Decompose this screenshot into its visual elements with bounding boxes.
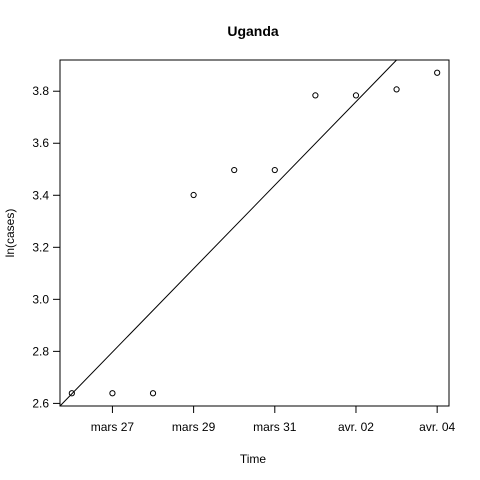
data-point [231,166,238,174]
data-points [68,69,441,397]
x-axis-title: Time [240,452,267,466]
y-axis: 2.6 2.8 3.0 3.2 3.4 3.6 3.8 [32,84,60,410]
data-point [312,92,319,99]
x-axis: mars 27 mars 29 mars 31 avr. 02 avr. 04 [91,406,455,434]
x-tick-label: mars 29 [172,420,216,434]
data-point [352,92,360,99]
x-tick-label: mars 31 [253,420,297,434]
y-tick-label: 3.6 [32,136,49,150]
data-point [109,390,116,397]
x-tick-label: avr. 04 [419,420,455,434]
y-tick-label: 2.8 [32,344,49,358]
chart-title: Uganda [227,23,279,39]
regression-line [59,59,397,407]
data-point [271,166,278,174]
y-tick-label: 3.4 [32,188,49,202]
x-tick-label: mars 27 [91,420,135,434]
data-point [68,390,75,397]
y-tick-label: 3.0 [32,292,49,306]
data-point [149,390,157,397]
data-point [393,86,400,93]
y-tick-label: 3.8 [32,84,49,98]
x-tick-label: avr. 02 [338,420,374,434]
data-point [190,191,197,199]
plot-frame [59,59,450,407]
y-axis-title: ln(cases) [3,209,17,258]
y-tick-label: 3.2 [32,240,49,254]
y-tick-label: 2.6 [32,396,49,410]
data-point [434,69,441,76]
